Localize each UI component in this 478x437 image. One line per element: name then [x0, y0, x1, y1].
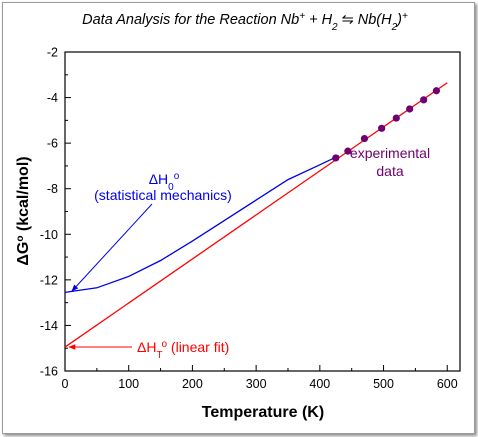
- y-tick-label: -16: [40, 365, 58, 379]
- chart-frame: [2, 2, 475, 434]
- data-point-experimental: [420, 96, 428, 104]
- y-tick-label: -8: [47, 182, 58, 196]
- x-tick-label: 500: [373, 377, 394, 391]
- data-point-experimental: [432, 87, 441, 95]
- x-tick-label: 300: [246, 377, 267, 391]
- y-tick-label: -10: [40, 228, 58, 242]
- data-point-experimental: [406, 105, 414, 113]
- y-tick-label: -14: [40, 319, 58, 333]
- x-tick-label: 200: [182, 377, 203, 391]
- x-tick-label: 600: [437, 377, 458, 391]
- data-series: [64, 82, 448, 348]
- series-line-statistical: [64, 155, 340, 294]
- annotation-experimental-line2: data: [376, 163, 403, 179]
- y-tick-label: -12: [40, 273, 58, 287]
- y-axis-title: ΔGo (kcal/mol): [15, 156, 33, 265]
- data-point-experimental: [378, 124, 386, 132]
- annotation-experimental-line1: experimental: [350, 145, 430, 161]
- series-line-linear-fit: [64, 82, 448, 348]
- x-tick-label: 400: [309, 377, 330, 391]
- y-tick-label: -4: [47, 91, 58, 105]
- x-tick-label: 0: [62, 377, 69, 391]
- data-point-experimental: [392, 114, 400, 122]
- axis-ticks: [64, 51, 448, 372]
- annotation-statistical-arrow: [71, 203, 153, 292]
- x-axis-title: Temperature (K): [202, 404, 324, 421]
- annotation-statistical-label: (statistical mechanics): [94, 187, 232, 203]
- y-tick-label: -2: [47, 46, 58, 60]
- plot-area: [64, 51, 461, 372]
- data-point-experimental: [360, 134, 369, 143]
- data-point-experimental: [332, 154, 340, 162]
- annotation-linear-fit: ΔHTo (linear fit): [137, 339, 229, 361]
- chart-title: Data Analysis for the Reaction Nb+ + H2 ⇋…: [82, 11, 408, 33]
- data-point-experimental: [344, 147, 352, 155]
- annotation-statistical-symbol: ΔH0o: [149, 171, 180, 193]
- axis-tick-labels: 0 100 200 300 400 500 600 -2 -4 -6 -8 -10 -12 -14 -16: [40, 46, 458, 392]
- x-tick-label: 100: [118, 377, 139, 391]
- y-tick-label: -6: [47, 137, 58, 151]
